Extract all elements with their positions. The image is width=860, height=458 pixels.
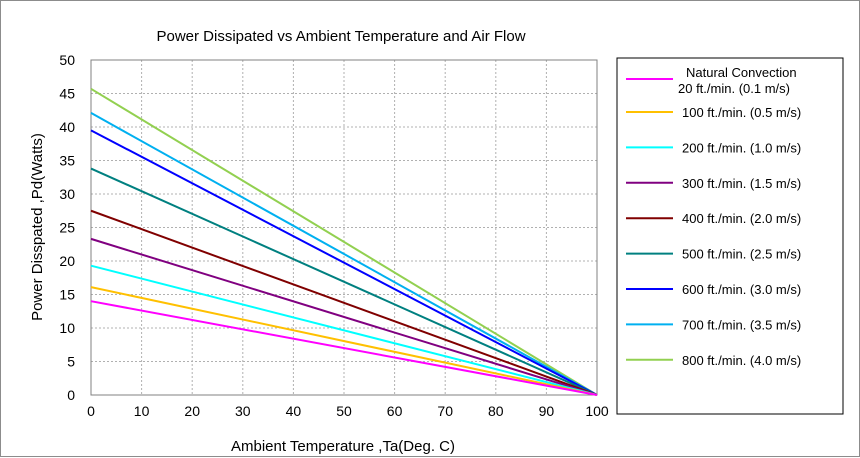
y-tick-label: 20: [59, 253, 75, 269]
x-tick-labels: 0 10 20 30 40 50 60 70 80 90 100: [87, 403, 609, 419]
legend-label: 300 ft./min. (1.5 m/s): [682, 176, 801, 191]
legend-label: 800 ft./min. (4.0 m/s): [682, 353, 801, 368]
series-line: [90, 112, 598, 396]
x-tick-label: 40: [286, 403, 302, 419]
y-tick-label: 0: [67, 387, 75, 403]
x-tick-label: 20: [184, 403, 200, 419]
x-tick-label: 70: [437, 403, 453, 419]
legend-label: 400 ft./min. (2.0 m/s): [682, 211, 801, 226]
x-tick-label: 10: [134, 403, 150, 419]
series-line: [90, 286, 598, 396]
legend-box: [616, 57, 844, 415]
x-tick-label: 0: [87, 403, 95, 419]
legend-label-line2: 20 ft./min. (0.1 m/s): [678, 81, 790, 96]
x-tick-label: 90: [539, 403, 555, 419]
x-tick-label: 50: [336, 403, 352, 419]
legend-label: Natural Convection: [686, 65, 797, 80]
series-line: [90, 264, 598, 396]
legend-label: 500 ft./min. (2.5 m/s): [682, 247, 801, 262]
y-tick-label: 10: [59, 320, 75, 336]
y-axis-label: Power Disspated ,Pd(Watts): [29, 133, 46, 321]
legend-label: 200 ft./min. (1.0 m/s): [682, 140, 801, 155]
y-tick-label: 5: [67, 354, 75, 370]
y-tick-label: 15: [59, 287, 75, 303]
y-tick-label: 45: [59, 86, 75, 102]
series-line: [90, 129, 598, 396]
series-line: [90, 209, 598, 396]
y-tick-label: 40: [59, 119, 75, 135]
chart-title: Power Dissipated vs Ambient Temperature …: [156, 28, 525, 45]
y-tick-label: 30: [59, 186, 75, 202]
legend-label: 600 ft./min. (3.0 m/s): [682, 282, 801, 297]
y-tick-label: 50: [59, 52, 75, 68]
series-line: [90, 237, 598, 396]
grid-lines: [91, 60, 597, 395]
series-line: [90, 167, 598, 396]
plot-area: [90, 59, 598, 396]
x-tick-label: 60: [387, 403, 403, 419]
legend-label: 100 ft./min. (0.5 m/s): [682, 105, 801, 120]
x-tick-label: 30: [235, 403, 251, 419]
y-tick-labels: 0 5 10 15 20 25 30 35 40 45 50: [59, 52, 75, 403]
y-tick-label: 35: [59, 153, 75, 169]
y-tick-label: 25: [59, 220, 75, 236]
series-line: [90, 300, 598, 396]
x-tick-label: 80: [488, 403, 504, 419]
legend-label: 700 ft./min. (3.5 m/s): [682, 317, 801, 332]
series-line: [90, 87, 598, 396]
x-axis-label: Ambient Temperature ,Ta(Deg. C): [231, 438, 455, 455]
x-tick-label: 100: [585, 403, 609, 419]
series-lines: [90, 87, 598, 396]
